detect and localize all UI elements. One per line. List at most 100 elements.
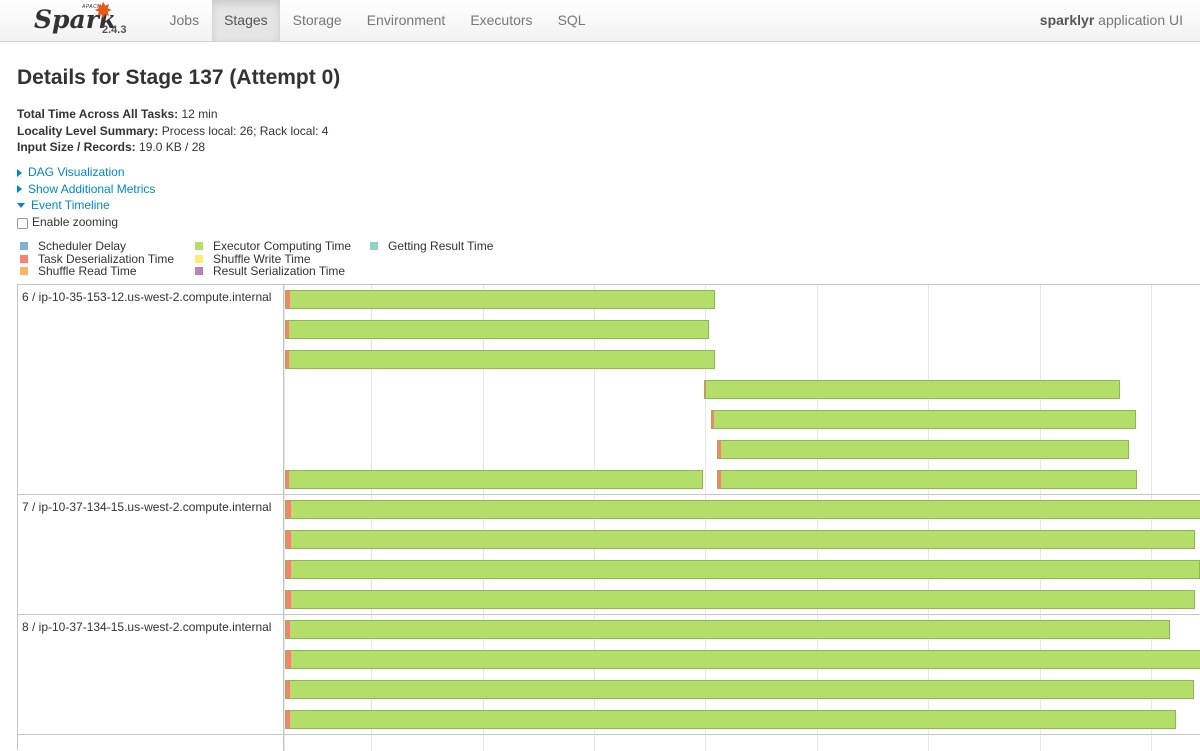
task-deserialization-segment [286,711,290,728]
task-deserialization-segment [286,621,290,638]
legend-column-3: Getting Result Time [370,240,493,253]
task-bar[interactable] [285,620,1170,639]
expand-arrow-icon [17,168,22,177]
enable-zooming-checkbox[interactable] [17,217,28,229]
task-deserialization-segment [286,351,289,368]
task-deserialization-segment [286,471,289,488]
task-deserialization-segment [286,291,290,308]
app-name-suffix: application UI [1094,12,1183,28]
task-deserialization-segment [717,471,721,488]
task-bar[interactable] [711,410,1136,429]
executor-separator [284,734,1200,735]
app-name-strong: sparklyr [1039,12,1095,28]
executor-separator [284,494,1200,495]
legend-swatch [195,267,203,276]
legend-item: Shuffle Read Time [20,265,174,278]
task-bar[interactable] [285,290,715,309]
tab-stages[interactable]: Stages [211,0,281,41]
legend-label: Getting Result Time [388,239,494,253]
link-label: DAG Visualization [28,165,125,179]
executor-label: 8 / ip-10-37-134-15.us-west-2.compute.in… [18,615,283,735]
task-bar[interactable] [285,530,1196,549]
legend-label: Executor Computing Time [213,239,352,253]
tab-sql[interactable]: SQL [557,12,586,28]
tab-jobs[interactable]: Jobs [169,12,200,28]
task-deserialization-segment [705,381,707,398]
dag-visualization-link[interactable]: DAG Visualization [17,164,155,181]
nav-tabs: Jobs Stages Storage Environment Executor… [157,0,598,42]
legend-item: Result Serialization Time [195,265,351,278]
summary-total-time: Total Time Across All Tasks: 12 min [17,106,328,123]
legend-item: Executor Computing Time [195,240,351,253]
task-deserialization-segment [286,681,290,698]
task-bar[interactable] [716,440,1129,459]
tab-storage[interactable]: Storage [292,12,342,28]
navbar: Spark APACHE ✸ 2.4.3 Jobs Stages Storage… [0,0,1200,42]
spark-logo[interactable]: Spark APACHE ✸ 2.4.3 [30,0,130,42]
task-bar[interactable] [285,320,710,339]
legend-column-2: Executor Computing Time Shuffle Write Ti… [195,240,351,278]
task-bar[interactable] [716,470,1137,489]
legend-label: Shuffle Write Time [213,251,311,266]
enable-zooming: Enable zooming [17,215,118,229]
link-label: Event Timeline [31,198,110,212]
link-label: Show Additional Metrics [28,181,156,196]
task-bar[interactable] [285,710,1177,729]
task-bar[interactable] [285,470,704,489]
task-bar[interactable] [285,560,1200,579]
task-bar[interactable] [285,350,715,369]
summary-value: 19.0 KB / 28 [135,140,206,154]
task-bar[interactable] [704,380,1121,399]
task-deserialization-segment [286,501,291,518]
tab-environment[interactable]: Environment [366,12,446,28]
show-additional-metrics-link[interactable]: Show Additional Metrics [17,181,155,198]
tab-executors[interactable]: Executors [470,12,533,28]
task-deserialization-segment [286,321,289,338]
section-links: DAG Visualization Show Additional Metric… [17,164,155,214]
task-deserialization-segment [286,651,291,668]
legend-label: Scheduler Delay [38,239,127,253]
spark-logo-apache: APACHE [82,4,106,10]
legend-item: Task Deserialization Time [20,252,174,266]
legend-item: Getting Result Time [370,240,493,253]
task-deserialization-segment [286,531,291,548]
spark-star-icon: ✸ [94,0,113,23]
legend-swatch [20,267,28,276]
spark-version: 2.4.3 [102,24,127,36]
event-timeline-link[interactable]: Event Timeline [17,197,155,214]
task-bar[interactable] [285,650,1200,669]
task-bar[interactable] [285,590,1195,609]
enable-zooming-label: Enable zooming [32,215,119,229]
legend-swatch [20,254,28,263]
legend-swatch [370,242,378,251]
executor-separator [284,614,1200,615]
timeline-plot[interactable] [284,285,1200,751]
task-bar[interactable] [285,680,1194,699]
executor-label: 7 / ip-10-37-134-15.us-west-2.compute.in… [18,495,283,615]
summary-label: Input Size / Records: [17,140,136,154]
task-deserialization-segment [286,561,291,578]
legend-label: Shuffle Read Time [38,264,137,278]
summary-value: Process local: 26; Rack local: 4 [158,123,329,138]
task-deserialization-segment [712,411,715,428]
page-title: Details for Stage 137 (Attempt 0) [17,66,341,89]
summary-label: Locality Level Summary: [17,123,159,138]
stage-summary: Total Time Across All Tasks: 12 min Loca… [17,106,328,156]
legend-item: Scheduler Delay [20,240,174,253]
legend-label: Result Serialization Time [213,264,346,278]
summary-label: Total Time Across All Tasks: [17,107,179,121]
task-deserialization-segment [286,591,291,608]
event-timeline[interactable]: 6 / ip-10-35-153-12.us-west-2.compute.in… [17,284,1200,751]
executor-labels: 6 / ip-10-35-153-12.us-west-2.compute.in… [18,285,284,751]
executor-label: 6 / ip-10-35-153-12.us-west-2.compute.in… [18,285,283,495]
legend-column-1: Scheduler Delay Task Deserialization Tim… [20,240,174,278]
legend-swatch [195,242,203,251]
spark-logo-text: Spark [34,5,117,34]
task-deserialization-segment [717,441,721,458]
app-name: sparklyr application UI [1040,0,1183,41]
summary-value: 12 min [178,107,218,121]
legend-swatch [20,242,28,251]
timeline-grid-line [284,285,285,751]
task-bar[interactable] [285,500,1200,519]
legend-item: Shuffle Write Time [195,251,351,266]
